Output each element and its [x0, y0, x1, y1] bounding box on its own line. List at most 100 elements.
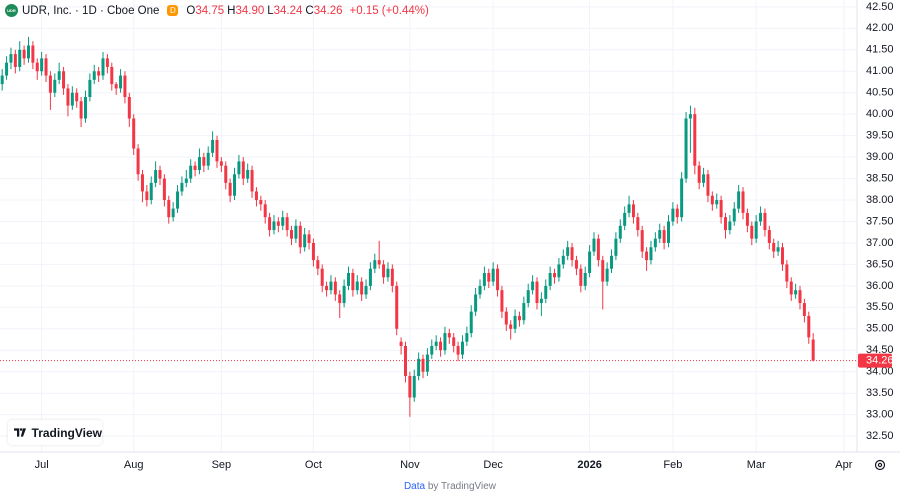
x-tick-label: Feb: [663, 459, 682, 471]
candle-body: [583, 273, 587, 286]
candle-body: [526, 290, 530, 304]
candle-body: [92, 71, 96, 80]
candle-body: [491, 268, 495, 282]
candle-body: [202, 157, 206, 166]
candle-body: [281, 217, 285, 226]
settings-hub: [877, 462, 883, 468]
candle-body: [75, 92, 79, 102]
candle-body: [776, 247, 780, 252]
candle-body: [601, 260, 605, 282]
candle-body: [697, 165, 701, 183]
candle-body: [535, 281, 539, 304]
ohlc-key: H: [227, 4, 236, 17]
candle-body: [373, 260, 377, 269]
candle-body: [434, 341, 438, 346]
candle-body: [807, 315, 811, 338]
candle-body: [22, 49, 26, 59]
candle-body: [254, 191, 258, 201]
candle-body: [561, 255, 565, 265]
candle-body: [684, 118, 688, 179]
candle-body: [513, 315, 517, 329]
candle-body: [478, 285, 482, 295]
candle-body: [351, 273, 355, 291]
candle-body: [0, 75, 4, 85]
candle-body: [671, 208, 675, 222]
candle-body: [723, 217, 727, 231]
candle-body: [732, 208, 736, 222]
candle-body: [465, 333, 469, 342]
y-tick-label: 41.00: [866, 65, 894, 77]
candle-body: [531, 281, 535, 291]
candle-body: [246, 169, 250, 179]
candle-body: [325, 285, 329, 291]
ohlc-value: 34.24: [273, 4, 303, 17]
candle-body: [145, 191, 149, 201]
candle-body: [53, 79, 57, 93]
candle-body: [702, 174, 706, 183]
candle-body: [439, 341, 443, 351]
candle-body: [193, 165, 197, 170]
candle-body: [44, 58, 48, 76]
candle-body: [263, 204, 267, 218]
candle-body: [233, 174, 237, 196]
candle-body: [662, 230, 666, 243]
candle-body: [802, 303, 806, 316]
y-tick-label: 34.50: [866, 344, 894, 356]
candle-body: [592, 238, 596, 252]
candle-body: [675, 208, 679, 218]
y-tick-label: 37.00: [866, 237, 894, 249]
candle-body: [167, 200, 171, 218]
candle-body: [456, 345, 460, 355]
candle-body: [767, 230, 771, 243]
candle-body: [522, 303, 526, 321]
candle-body: [408, 376, 412, 398]
candle-body: [487, 273, 491, 282]
candle-body: [368, 268, 372, 286]
settings-icon[interactable]: [874, 459, 886, 471]
candle-body: [504, 311, 508, 325]
candle-body: [35, 62, 39, 72]
candle-body: [794, 290, 798, 295]
candle-body: [421, 358, 425, 372]
candle-body: [97, 71, 101, 76]
candle-body: [798, 290, 802, 304]
x-tick-label: Aug: [124, 459, 144, 471]
candle-body: [290, 230, 294, 239]
candle-body: [197, 157, 201, 170]
candle-body: [754, 221, 758, 239]
candle-body: [425, 354, 429, 372]
candle-body: [706, 174, 710, 196]
candle-body: [474, 294, 478, 312]
candle-body: [759, 212, 763, 222]
y-tick-label: 32.50: [866, 430, 894, 442]
y-tick-label: 33.50: [866, 387, 894, 399]
settings-ring: [874, 459, 886, 471]
candle-body: [614, 238, 618, 256]
candle-body: [447, 333, 451, 338]
data-link[interactable]: Data: [403, 481, 426, 492]
candle-body: [110, 66, 114, 85]
y-tick-label: 36.50: [866, 258, 894, 270]
candle-body: [250, 169, 254, 192]
candle-body: [333, 281, 337, 295]
footer-text: by TradingView: [427, 481, 497, 492]
tradingview-logo[interactable]: TradingView: [8, 420, 102, 445]
candle-body: [307, 234, 311, 243]
candle-body: [785, 264, 789, 282]
x-tick-label: Apr: [835, 459, 852, 471]
x-tick-label: Dec: [483, 459, 503, 471]
candle-body: [386, 268, 390, 278]
candle-body: [40, 58, 44, 72]
candle-body: [158, 169, 162, 179]
candle-body: [114, 84, 118, 89]
candle-body: [18, 49, 22, 67]
candle-body: [219, 161, 223, 166]
candle-body: [298, 225, 302, 248]
candle-body: [31, 45, 35, 63]
candle-body: [62, 71, 66, 89]
candle-body: [469, 311, 473, 334]
footer: Data by TradingView: [0, 481, 900, 492]
ohlc-key: C: [305, 4, 314, 17]
ohlc-value: 34.75: [195, 4, 225, 17]
